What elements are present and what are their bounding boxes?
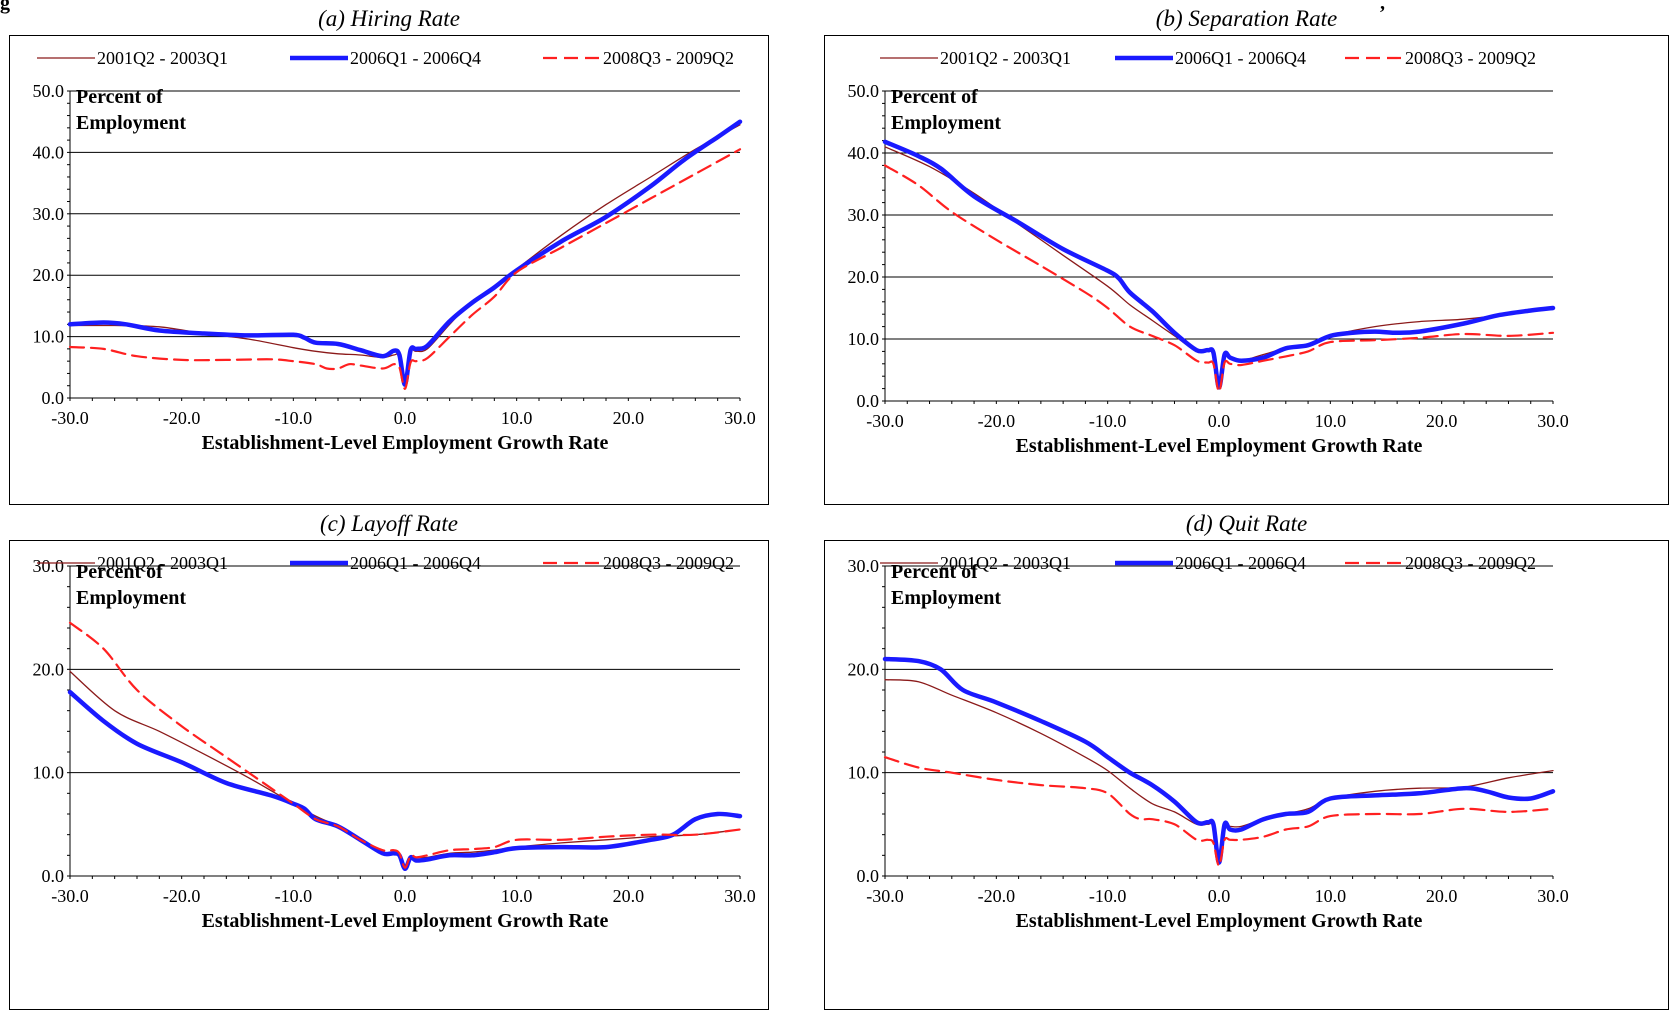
legend-label-3: 2008Q3 - 2009Q2 — [1405, 48, 1536, 68]
x-axis-title: Establishment-Level Employment Growth Ra… — [202, 432, 609, 454]
series-line-2 — [882, 139, 1556, 390]
series-line-1 — [884, 146, 1554, 387]
series-line-2 — [67, 119, 743, 387]
y-tick-label: 20.0 — [848, 659, 880, 679]
x-tick-label: -10.0 — [1089, 886, 1127, 906]
y-tick-label: 10.0 — [33, 327, 65, 347]
x-tick-label: 20.0 — [613, 408, 645, 428]
y-axis-label-line1: Percent of — [891, 86, 978, 108]
quit-rate-chart: 0.0 10.0 20.0 30.0 -30.0 -20.0 -10.0 0.0 10.0 20.… — [824, 540, 1669, 1010]
y-axis-label-line2: Employment — [76, 587, 186, 609]
series-line-3 — [883, 756, 1555, 867]
legend-label-1: 2001Q2 - 2003Q1 — [940, 553, 1071, 573]
x-tick-label: 0.0 — [394, 886, 417, 906]
chart-svg: 0.0 10.0 20.0 30.0 -30.0 -20.0 -10.0 0.0 10.0 20.… — [33, 553, 756, 932]
x-tick-label: 10.0 — [1315, 411, 1347, 431]
y-tick-label: 20.0 — [848, 267, 880, 287]
separation-rate-chart: 0.0 10.0 20.0 30.0 40.0 50.0 -30.0 -20.0 -10.0 0.… — [824, 35, 1669, 505]
x-tick-label: 10.0 — [501, 886, 533, 906]
x-tick-label: -10.0 — [1089, 411, 1127, 431]
x-tick-label: -30.0 — [51, 886, 89, 906]
y-tick-label: 0.0 — [42, 388, 65, 408]
y-tick-label: 10.0 — [848, 763, 880, 783]
legend-label-2: 2006Q1 - 2006Q4 — [350, 553, 481, 573]
x-tick-label: 10.0 — [1315, 886, 1347, 906]
x-tick-label: 0.0 — [394, 408, 417, 428]
x-tick-label: -20.0 — [163, 886, 201, 906]
legend-label-3: 2008Q3 - 2009Q2 — [603, 48, 734, 68]
x-axis-title: Establishment-Level Employment Growth Ra… — [202, 910, 609, 932]
x-tick-label: 0.0 — [1208, 886, 1231, 906]
y-axis-label-line1: Percent of — [891, 561, 978, 583]
x-tick-label: 10.0 — [501, 408, 533, 428]
legend-label-3: 2008Q3 - 2009Q2 — [1405, 553, 1536, 573]
x-tick-label: 20.0 — [1426, 411, 1458, 431]
x-tick-label: -10.0 — [275, 886, 313, 906]
y-tick-label: 10.0 — [848, 329, 880, 349]
x-tick-label: -30.0 — [866, 411, 904, 431]
figure-header-fragment-right: , — [1380, 0, 1385, 14]
panel-b-title: (b) Separation Rate — [1155, 6, 1338, 31]
y-tick-label: 40.0 — [33, 142, 65, 162]
y-axis-label-line2: Employment — [76, 112, 186, 134]
figure-header-fragment: g — [0, 0, 10, 14]
legend-label-2: 2006Q1 - 2006Q4 — [350, 48, 481, 68]
x-tick-label: -10.0 — [275, 408, 313, 428]
y-tick-label: 30.0 — [33, 556, 65, 576]
y-tick-label: 20.0 — [33, 265, 65, 285]
y-tick-label: 0.0 — [857, 866, 880, 886]
legend-label-2: 2006Q1 - 2006Q4 — [1175, 48, 1306, 68]
series-line-3 — [883, 164, 1555, 393]
legend-label-1: 2001Q2 - 2003Q1 — [97, 48, 228, 68]
x-tick-label: -30.0 — [866, 886, 904, 906]
x-axis-title: Establishment-Level Employment Growth Ra… — [1016, 435, 1423, 457]
x-tick-label: 30.0 — [1537, 886, 1569, 906]
x-tick-label: 30.0 — [724, 886, 756, 906]
y-tick-label: 30.0 — [848, 556, 880, 576]
x-tick-label: -20.0 — [978, 411, 1016, 431]
y-axis-label-line2: Employment — [891, 587, 1001, 609]
y-axis-label-line2: Employment — [891, 112, 1001, 134]
chart-svg: 0.0 10.0 20.0 30.0 40.0 50.0 -30.0 -20.0 -10.0 0.… — [848, 48, 1569, 457]
legend-label-3: 2008Q3 - 2009Q2 — [603, 553, 734, 573]
x-tick-label: 20.0 — [1426, 886, 1458, 906]
panel-c-title: (c) Layoff Rate — [320, 511, 458, 536]
y-tick-label: 0.0 — [42, 866, 65, 886]
y-tick-label: 30.0 — [848, 205, 880, 225]
y-tick-label: 0.0 — [857, 391, 880, 411]
series-line-2 — [67, 689, 743, 872]
y-tick-label: 40.0 — [848, 143, 880, 163]
x-axis-title: Establishment-Level Employment Growth Ra… — [1016, 910, 1423, 932]
x-tick-label: -20.0 — [163, 408, 201, 428]
x-tick-label: -30.0 — [51, 408, 89, 428]
legend-label-1: 2001Q2 - 2003Q1 — [940, 48, 1071, 68]
y-tick-label: 30.0 — [33, 204, 65, 224]
y-tick-label: 50.0 — [33, 81, 65, 101]
series-line-1 — [69, 670, 741, 869]
legend-label-1: 2001Q2 - 2003Q1 — [97, 553, 228, 573]
x-tick-label: 30.0 — [724, 408, 756, 428]
x-tick-label: 20.0 — [613, 886, 645, 906]
chart-svg: 0.0 10.0 20.0 30.0 -30.0 -20.0 -10.0 0.0 10.0 20.… — [848, 553, 1569, 932]
y-axis-label-line1: Percent of — [76, 86, 163, 108]
y-tick-label: 20.0 — [33, 659, 65, 679]
panel-a-title: (a) Hiring Rate — [318, 6, 460, 31]
y-axis-label-line1: Percent of — [76, 561, 163, 583]
x-tick-label: -20.0 — [978, 886, 1016, 906]
y-tick-label: 50.0 — [848, 81, 880, 101]
y-tick-label: 10.0 — [33, 763, 65, 783]
layoff-rate-chart: 0.0 10.0 20.0 30.0 -30.0 -20.0 -10.0 0.0 10.0 20.… — [9, 540, 769, 1010]
panel-d-title: (d) Quit Rate — [1185, 511, 1308, 536]
chart-svg: 0.0 10.0 20.0 30.0 40.0 50.0 -30.0 -20.0 -10.0 0.… — [33, 48, 756, 454]
series-line-3 — [68, 148, 742, 390]
series-line-1 — [884, 679, 1554, 862]
legend-label-2: 2006Q1 - 2006Q4 — [1175, 553, 1306, 573]
series-line-2 — [882, 656, 1556, 865]
x-tick-label: 0.0 — [1208, 411, 1231, 431]
series-line-3 — [68, 621, 742, 869]
series-line-1 — [69, 124, 741, 384]
x-tick-label: 30.0 — [1537, 411, 1569, 431]
hiring-rate-chart: 0.0 10.0 20.0 30.0 40.0 50.0 -30.0 -20.0 -10.0 0.… — [9, 35, 769, 505]
